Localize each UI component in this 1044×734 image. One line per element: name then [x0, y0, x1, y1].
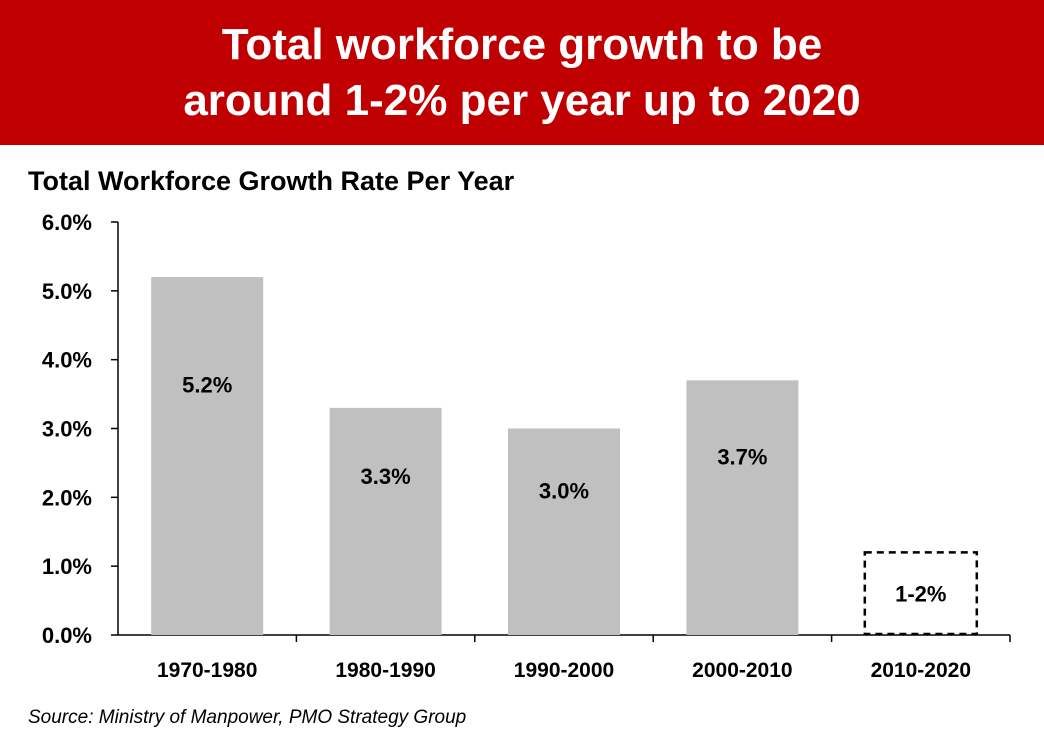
- source-note: Source: Ministry of Manpower, PMO Strate…: [28, 707, 467, 728]
- data-label: 3.3%: [361, 464, 411, 489]
- headline-line-1: Total workforce growth to be: [221, 19, 823, 69]
- y-tick-label: 0.0%: [42, 623, 92, 648]
- x-category-label: 1970-1980: [157, 659, 257, 682]
- bar-2000-2010: [686, 380, 799, 635]
- bar-1970-1980: [151, 277, 264, 635]
- x-category-label: 1980-1990: [335, 659, 435, 682]
- chart-title: Total Workforce Growth Rate Per Year: [28, 166, 515, 196]
- data-label: 5.2%: [182, 372, 232, 397]
- x-category-label: 2000-2010: [692, 659, 792, 682]
- headline-line-2: around 1-2% per year up to 2020: [183, 75, 861, 125]
- bar-1980-1990: [329, 407, 442, 635]
- title-banner: Total workforce growth to be around 1-2%…: [0, 0, 1044, 145]
- y-tick-label: 1.0%: [42, 554, 92, 579]
- y-tick-label: 4.0%: [42, 348, 92, 373]
- y-tick-label: 3.0%: [42, 417, 92, 442]
- x-category-label: 1990-2000: [514, 659, 614, 682]
- data-label: 3.7%: [717, 445, 767, 470]
- data-label: 1-2%: [895, 582, 946, 607]
- y-tick-label: 6.0%: [42, 210, 92, 235]
- x-category-label: 2010-2020: [871, 659, 971, 682]
- y-tick-label: 2.0%: [42, 485, 92, 510]
- data-label: 3.0%: [539, 478, 589, 503]
- bar-1990-2000: [508, 428, 620, 635]
- y-tick-label: 5.0%: [42, 279, 92, 304]
